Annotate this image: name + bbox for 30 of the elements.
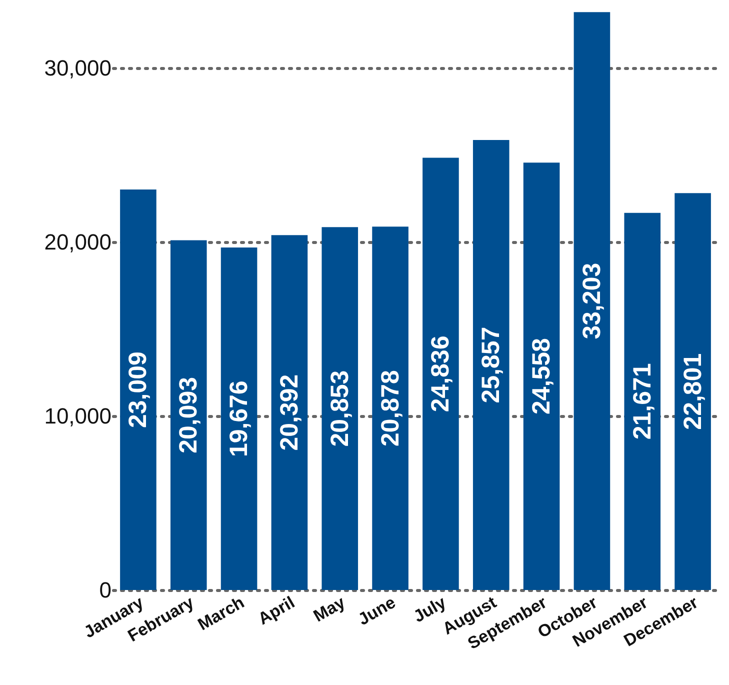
y-tick-label: 30,000 xyxy=(44,55,112,80)
bar xyxy=(574,12,610,590)
y-tick-label: 20,000 xyxy=(44,229,112,254)
bar xyxy=(523,162,560,590)
bar xyxy=(422,158,459,590)
data-label: 24,836 xyxy=(426,336,455,412)
bar xyxy=(472,140,510,590)
y-tick-label: 0 xyxy=(99,578,112,602)
data-label: 20,878 xyxy=(376,370,404,447)
bar xyxy=(322,227,358,590)
bar xyxy=(120,190,156,590)
data-label: 20,392 xyxy=(275,374,304,451)
data-label: 20,093 xyxy=(174,376,203,454)
x-tick-label: May xyxy=(310,592,349,626)
data-label: 24,558 xyxy=(528,338,556,415)
y-tick-label: 10,000 xyxy=(44,403,112,428)
bar xyxy=(624,212,661,590)
bar xyxy=(170,240,207,590)
data-label: 22,801 xyxy=(678,353,707,430)
data-label: 23,009 xyxy=(124,352,152,428)
bar xyxy=(220,248,258,590)
bar xyxy=(674,193,711,590)
data-label: 33,203 xyxy=(578,262,606,340)
x-tick-label: June xyxy=(354,592,399,630)
data-label: 25,857 xyxy=(477,326,506,404)
bar xyxy=(372,226,408,590)
data-label: 20,853 xyxy=(326,370,354,447)
data-label: 21,671 xyxy=(628,363,656,440)
bar xyxy=(271,235,308,590)
data-label: 19,676 xyxy=(225,380,254,458)
